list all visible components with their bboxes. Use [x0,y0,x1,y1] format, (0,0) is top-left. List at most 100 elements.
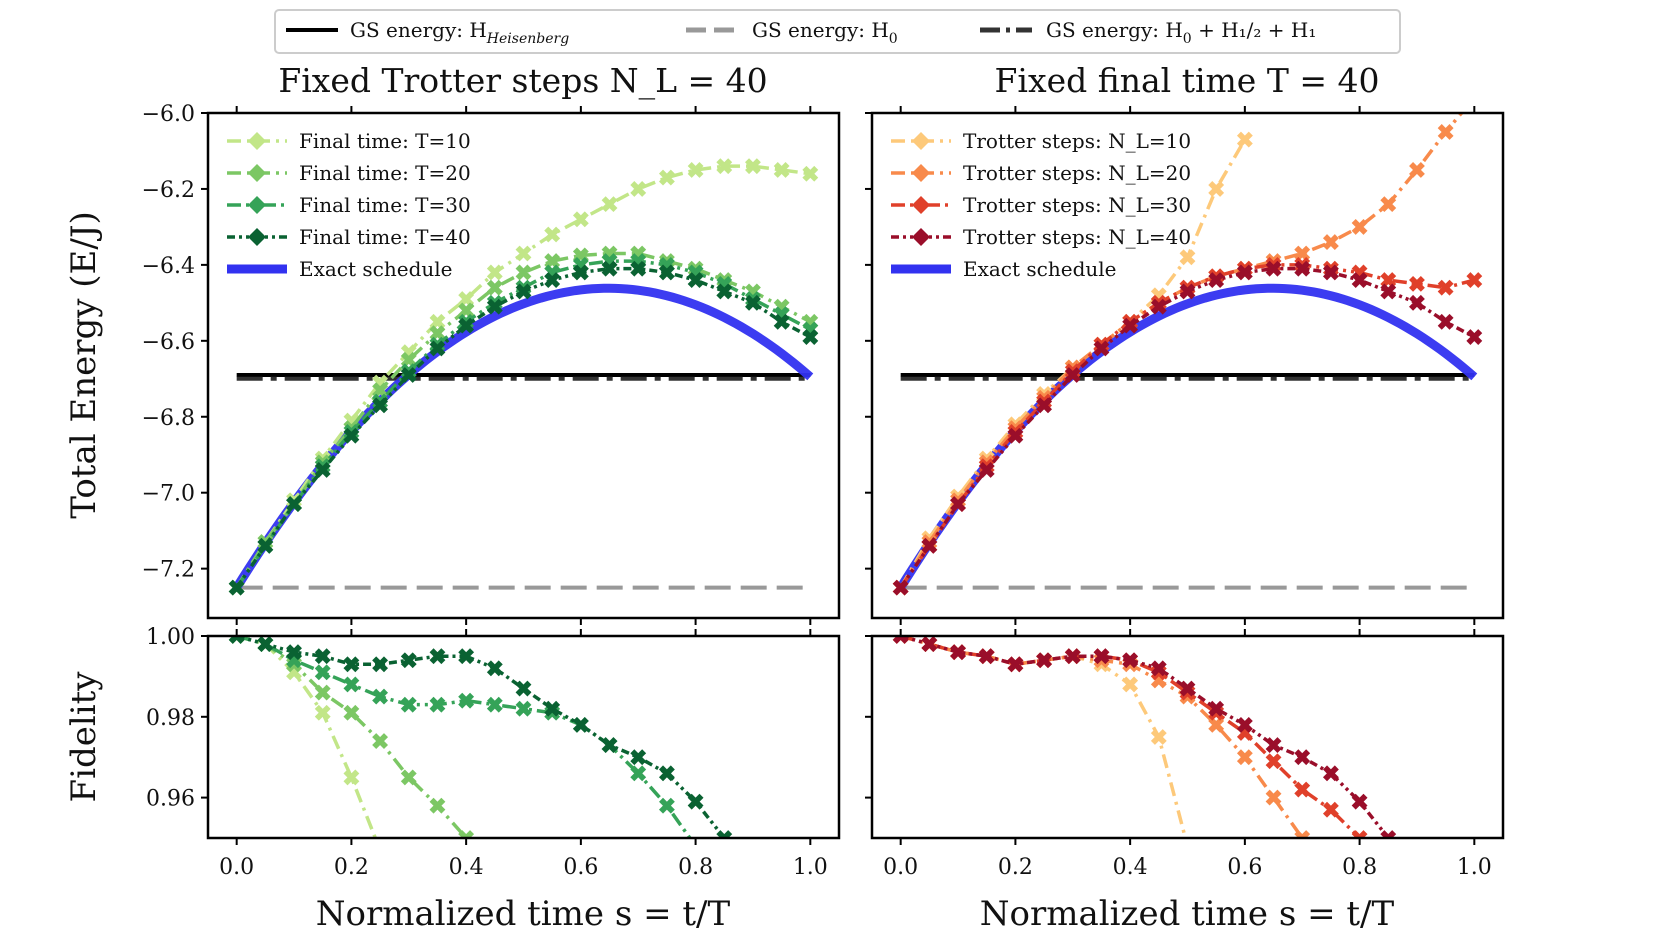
legend-left-item-exact-schedule: Exact schedule [227,257,453,281]
bottom-left-series-final-time-t-30-line [236,636,693,838]
legend-right-label: Exact schedule [963,257,1117,281]
top-right-series-trotter-steps-n-l-40-point [892,579,909,596]
bottom-left-series-final-time-t-30-point [630,765,647,782]
top-right-series-trotter-steps-n-l-40-point [1007,427,1024,444]
top-left-series-final-time-t-10-point [544,226,561,243]
top-right-series-trotter-steps-n-l-40-point [1380,283,1397,300]
bottom-left-series-final-time-t-30-point [458,692,475,709]
bottom-right-series-trotter-steps-n-l-30-point [1351,830,1368,838]
bottom-right-series-trotter-steps-n-l-40-point [1007,656,1024,673]
top-left-series-final-time-t-40-point [544,272,561,288]
bottom-right-series-trotter-steps-n-l-40-point [1236,716,1253,733]
top-right-plot-area [892,113,1483,596]
bottom-left-plot-area [228,636,733,858]
top-right-series-trotter-steps-n-l-40-point [1466,329,1483,345]
bottom-left-series-final-time-t-40-point [658,765,675,782]
top-right-series-trotter-steps-n-l-40-point [978,461,995,478]
top-right-series-trotter-steps-n-l-40-point [1036,397,1053,414]
top-left-ytick-label: −6.4 [142,254,195,279]
bottom-right-xtick-label: 0.2 [998,855,1033,880]
bottom-left-series-final-time-t-40-point [286,644,302,661]
top-left-series-final-time-t-40-point [773,313,790,330]
bottom-left-series-final-time-t-30-point [658,797,675,814]
bottom-left-frame [206,634,841,840]
top-right-series-trotter-steps-n-l-10-point [1236,131,1253,148]
bottom-right-series-trotter-steps-n-l-40-point [1351,793,1368,810]
top-right-series-trotter-steps-n-l-20-point [1380,196,1397,213]
top-right-series-trotter-steps-n-l-20-line [899,113,1464,589]
bottom-right-series-trotter-steps-n-l-20-point [1208,716,1225,733]
bottom-right-series-trotter-steps-n-l-40-point [1380,830,1397,838]
legend-right-item-trotter-steps-n-l-20: Trotter steps: N_L=20 [891,161,1191,185]
top-left-ytick-label: −7.2 [142,558,195,583]
legend-right-handle-marker [912,132,930,150]
top-left-series-final-time-t-40-point [658,264,675,281]
top-left-ytick-label: −6.0 [142,102,195,127]
top-left-series-final-time-t-10-point [802,165,819,182]
bottom-left-series-final-time-t-30-point [429,696,446,713]
bottom-right-xtick-label: 0.4 [1113,855,1148,880]
bottom-left-series-final-time-t-10-point [343,769,360,786]
x-axis-label-left: Normalized time s = t/T [316,894,731,934]
bottom-left-series-final-time-t-20-point [372,733,389,749]
legend-left-handle-marker [248,164,266,182]
bottom-left-series-final-time-t-20-point [400,769,417,786]
top-left-series-final-time-t-10-point [658,169,675,186]
bottom-left-series-final-time-t-30-point [372,688,389,705]
bottom-right-series-trotter-steps-n-l-40-point [950,644,966,661]
global-legend-label-hsum: GS energy: H0 + H₁/₂ + H₁ [1046,18,1316,47]
bottom-right-series-trotter-steps-n-l-40-point [1322,765,1339,782]
legend-right-label: Trotter steps: N_L=30 [963,193,1191,217]
top-left-series-final-time-t-10-point [486,264,503,281]
bottom-right-series-trotter-steps-n-l-40-point [1179,680,1196,697]
legend-left-label: Final time: T=40 [299,225,471,249]
bottom-right-series-trotter-steps-n-l-40-point [1265,737,1282,754]
top-right-series-trotter-steps-n-l-20-point [1351,218,1368,235]
bottom-left-series-final-time-t-40-point [372,656,389,673]
bottom-right-series-trotter-steps-n-l-20-point [1236,749,1253,766]
global-legend-frame [274,9,1401,54]
top-left-series-final-time-t-40-point [572,264,589,281]
bottom-right-frame [870,634,1505,840]
bottom-left-series-final-time-t-40-point [716,830,733,838]
panel-title-left: Fixed Trotter steps N_L = 40 [278,61,767,101]
bottom-left-series-final-time-t-30-point [343,676,360,693]
legend-right-handle-marker [912,196,930,214]
bottom-left-series-final-time-t-10-point [373,843,388,858]
top-right-series-trotter-steps-n-l-10-point [1179,249,1196,266]
bottom-left-series-final-time-t-40-point [601,737,618,754]
bottom-right-series-trotter-steps-n-l-10-point [1180,839,1195,854]
top-right-series-trotter-steps-n-l-40-point [1351,272,1368,288]
legend-right-label: Trotter steps: N_L=10 [963,129,1191,153]
energy-panel-left: −7.2 −7.0 −6.8 −6.6 −6.4 −6.2 −6.0 [142,102,841,625]
top-left-series-final-time-t-40-point [400,367,417,383]
bottom-right-series-trotter-steps-n-l-30-point [1294,781,1311,798]
bottom-left-series-final-time-t-30-point [400,696,417,713]
bottom-right-xtick-label: 0.0 [883,855,918,880]
bottom-left-series-final-time-t-40-point [314,648,331,665]
bottom-left-series-final-time-t-40-point [572,716,589,733]
legend-left-handle-marker [248,228,266,246]
top-right-series-trotter-steps-n-l-40-point [921,537,938,554]
legend-right-item-trotter-steps-n-l-40: Trotter steps: N_L=40 [891,225,1191,249]
bottom-left-series-final-time-t-40-point [630,749,647,766]
top-left-series-final-time-t-20-point [486,279,503,296]
top-right-series-trotter-steps-n-l-30-point [1409,275,1425,292]
bottom-left-series-final-time-t-40-point [458,648,475,665]
legend-left-label: Final time: T=10 [299,129,471,153]
top-left-series-final-time-t-40-point [716,283,733,300]
top-left-ytick-label: −6.6 [142,330,195,355]
bottom-left-series-final-time-t-40-point [343,656,360,673]
top-right-series-trotter-steps-n-l-40-point [1093,340,1110,357]
top-left-series-final-time-t-30-line [235,259,812,589]
bottom-left-ytick-label: 0.96 [146,787,195,812]
bottom-right-series-trotter-steps-n-l-40-point [1093,648,1110,665]
bottom-left-series-final-time-t-40-point [515,680,532,697]
bottom-left-series-final-time-t-40-point [228,636,245,644]
top-left-series-final-time-t-10-point [773,162,790,178]
bottom-left-series-final-time-t-20-point [458,830,475,838]
bottom-left-series-final-time-t-30-point [515,700,532,717]
legend-left-item-final-time-t-20: Final time: T=20 [227,161,471,185]
top-right-series-trotter-steps-n-l-40-point [1294,260,1311,277]
bottom-right-series-trotter-steps-n-l-40-point [1122,652,1139,669]
